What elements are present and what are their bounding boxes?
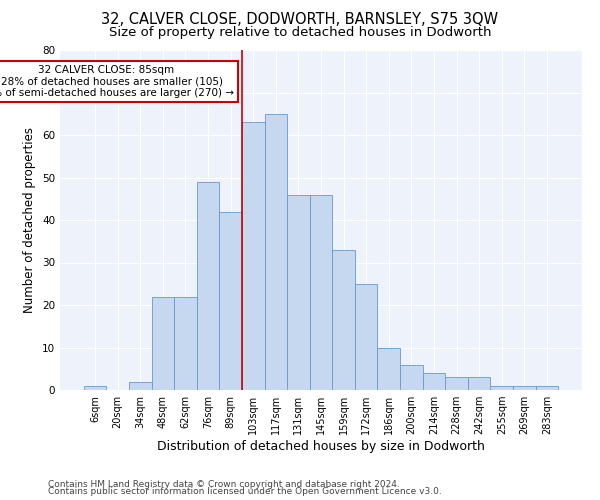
Bar [490,386,513,390]
Bar [287,194,310,390]
Text: 32 CALVER CLOSE: 85sqm
← 28% of detached houses are smaller (105)
72% of semi-de: 32 CALVER CLOSE: 85sqm ← 28% of detached… [0,65,234,98]
Bar [513,386,536,390]
Bar [129,382,152,390]
Bar [422,373,445,390]
Bar [400,364,422,390]
Bar [377,348,400,390]
Bar [310,194,332,390]
Bar [84,386,106,390]
Text: Contains HM Land Registry data © Crown copyright and database right 2024.: Contains HM Land Registry data © Crown c… [48,480,400,489]
Bar [468,378,490,390]
Bar [152,296,174,390]
X-axis label: Distribution of detached houses by size in Dodworth: Distribution of detached houses by size … [157,440,485,453]
Y-axis label: Number of detached properties: Number of detached properties [23,127,37,313]
Bar [197,182,220,390]
Bar [536,386,558,390]
Text: Contains public sector information licensed under the Open Government Licence v3: Contains public sector information licen… [48,487,442,496]
Bar [265,114,287,390]
Bar [332,250,355,390]
Bar [355,284,377,390]
Text: 32, CALVER CLOSE, DODWORTH, BARNSLEY, S75 3QW: 32, CALVER CLOSE, DODWORTH, BARNSLEY, S7… [101,12,499,28]
Bar [445,378,468,390]
Text: Size of property relative to detached houses in Dodworth: Size of property relative to detached ho… [109,26,491,39]
Bar [242,122,265,390]
Bar [220,212,242,390]
Bar [174,296,197,390]
